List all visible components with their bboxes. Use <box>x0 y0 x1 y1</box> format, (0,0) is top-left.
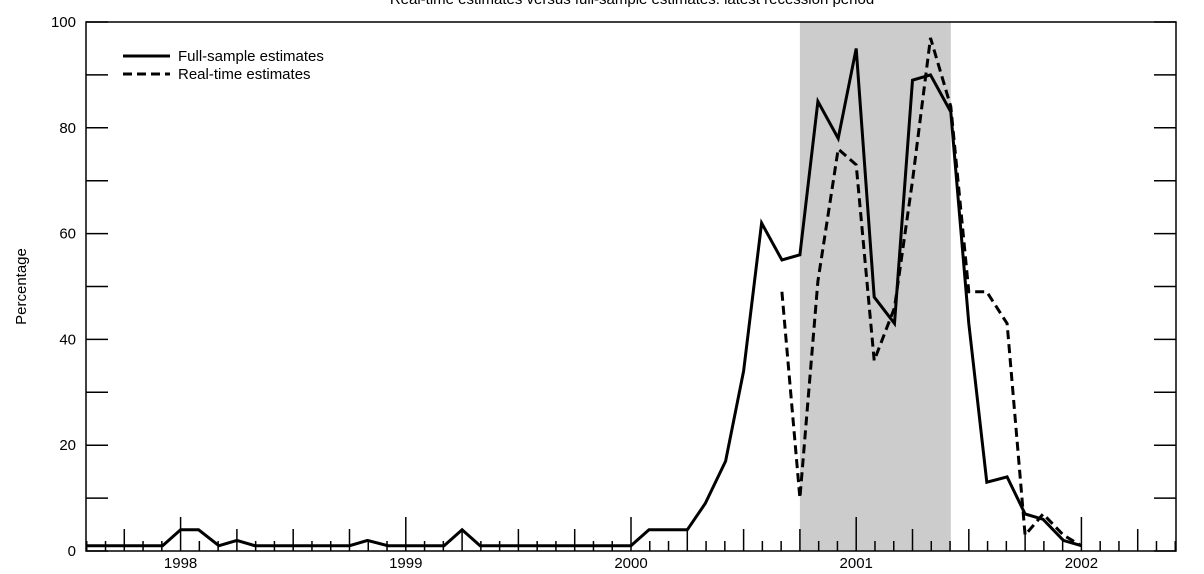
x-tick-label: 2000 <box>614 555 647 572</box>
legend-label-real-time: Real-time estimates <box>178 66 311 83</box>
chart-title: Real-time estimates versus full-sample e… <box>390 0 874 8</box>
legend-label-full-sample: Full-sample estimates <box>178 48 324 65</box>
series-full-sample-line <box>86 48 1082 548</box>
y-tick-label: 40 <box>59 331 76 348</box>
y-tick-label: 20 <box>59 437 76 454</box>
x-tick-label: 2002 <box>1065 555 1098 572</box>
tick-marks <box>86 21 1176 552</box>
y-tick-label: 0 <box>68 543 76 560</box>
x-tick-label: 2001 <box>840 555 873 572</box>
y-tick-labels: 0 20 40 60 80 100 <box>51 14 76 560</box>
y-tick-label: 80 <box>59 120 76 137</box>
series-real-time-line <box>780 37 1083 547</box>
y-tick-label: 60 <box>59 226 76 243</box>
y-axis-label: Percentage <box>13 248 30 325</box>
plot-frame <box>85 21 1177 552</box>
legend: Full-sample estimates Real-time estimate… <box>123 48 324 83</box>
shaded-region <box>799 22 951 551</box>
y-tick-label: 100 <box>51 14 76 31</box>
x-tick-label: 1999 <box>389 555 422 572</box>
x-tick-label: 1998 <box>164 555 197 572</box>
x-tick-labels: 1998 1999 2000 2001 2002 <box>164 555 1098 572</box>
